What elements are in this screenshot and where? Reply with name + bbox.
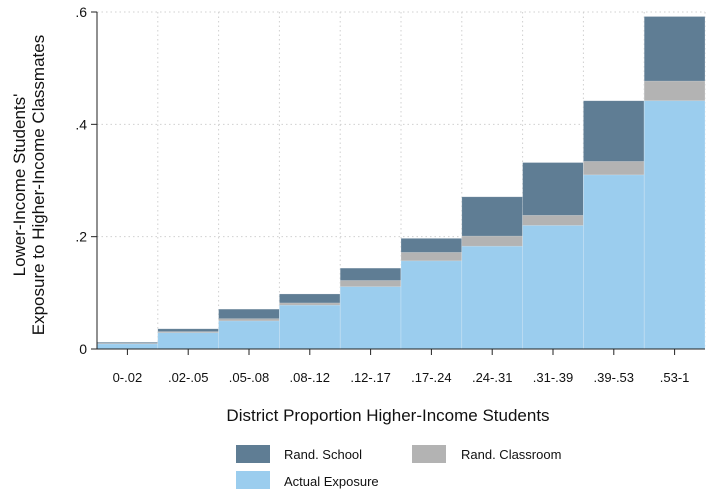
legend-swatch-rand-classroom: [412, 445, 446, 463]
x-tick-label-9: .53-1: [660, 370, 690, 385]
x-tick-label-2: .05-.08: [229, 370, 269, 385]
x-tick-label-3: .08-.12: [290, 370, 330, 385]
bar-actual-exposure-9: [643, 100, 706, 350]
bar-layer: [96, 16, 706, 350]
bar-actual-exposure-6: [461, 245, 523, 350]
bar-actual-exposure-8: [583, 174, 645, 350]
y-tick-label-0: 0: [79, 341, 87, 357]
x-tick-label-7: .31-.39: [533, 370, 573, 385]
legend-label-rand-school: Rand. School: [284, 447, 362, 462]
legend-label-actual-exposure: Actual Exposure: [284, 474, 379, 489]
y-tick-label-2: .4: [75, 116, 87, 132]
y-axis-title-line-2: Exposure to Higher-Income Classmates: [29, 35, 48, 335]
legend: Rand. School Rand. Classroom Actual Expo…: [236, 445, 561, 489]
x-tick-label-8: .39-.53: [594, 370, 634, 385]
bar-actual-exposure-3: [279, 304, 341, 350]
bar-actual-exposure-2: [218, 320, 280, 350]
bar-actual-exposure-4: [339, 286, 402, 350]
legend-swatch-rand-school: [236, 445, 270, 463]
x-tick-label-6: .24-.31: [472, 370, 512, 385]
y-axis-title-line-1: Lower-Income Students': [10, 94, 29, 277]
bar-actual-exposure-1: [157, 332, 219, 350]
x-axis-title: District Proportion Higher-Income Studen…: [226, 406, 549, 425]
legend-label-rand-classroom: Rand. Classroom: [461, 447, 561, 462]
y-tick-label-3: .6: [75, 4, 87, 20]
x-tick-label-5: .17-.24: [411, 370, 451, 385]
bar-actual-exposure-7: [522, 225, 584, 350]
x-tick-label-1: .02-.05: [168, 370, 208, 385]
legend-swatch-actual-exposure: [236, 471, 270, 489]
y-tick-label-1: .2: [75, 229, 87, 245]
x-tick-label-0: 0-.02: [113, 370, 143, 385]
axis-layer: 0 .2 .4 .6 0-.02 .02-.05 .05-.08 .08-.12 .12-.17…: [75, 4, 705, 385]
bar-actual-exposure-5: [400, 260, 463, 350]
bar-actual-exposure-0: [96, 343, 159, 350]
x-tick-label-4: .12-.17: [350, 370, 390, 385]
